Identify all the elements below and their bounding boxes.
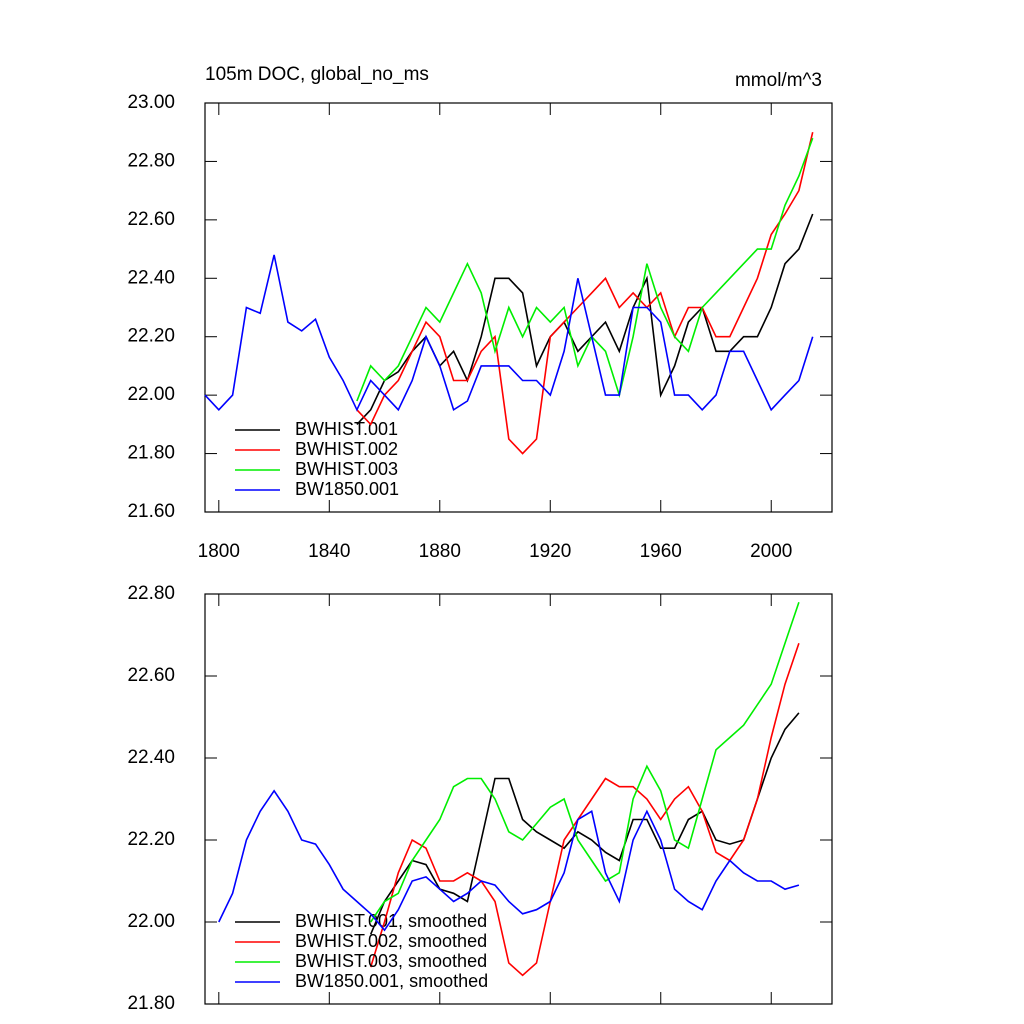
legend-label: BWHIST.003, smoothed	[295, 951, 487, 971]
plot-frame	[204, 102, 833, 513]
series-line	[369, 642, 800, 977]
series-line	[356, 213, 814, 425]
y-tick-label: 21.80	[127, 993, 175, 1014]
plot-frame	[204, 593, 833, 1005]
y-tick-label: 22.00	[127, 911, 175, 932]
y-tick-label: 22.60	[127, 209, 175, 230]
legend-label: BWHIST.003	[295, 459, 398, 479]
x-tick-label: 1880	[419, 541, 461, 562]
y-tick-label: 22.40	[127, 267, 175, 288]
series-line	[218, 789, 800, 932]
legend-label: BWHIST.002, smoothed	[295, 931, 487, 951]
y-tick-label: 23.00	[127, 92, 175, 113]
legend-label: BW1850.001	[295, 479, 399, 499]
series-line	[356, 137, 814, 402]
y-tick-label: 22.20	[127, 326, 175, 347]
y-tick-label: 22.00	[127, 384, 175, 405]
x-tick-label: 1920	[529, 541, 571, 562]
legend-label: BWHIST.001	[295, 419, 398, 439]
y-tick-label: 22.60	[127, 665, 175, 686]
y-tick-label: 22.20	[127, 829, 175, 850]
chart-title: 105m DOC, global_no_ms	[205, 64, 429, 85]
x-tick-label: 1840	[308, 541, 350, 562]
y-tick-label: 22.80	[127, 150, 175, 171]
series-line	[204, 254, 814, 412]
units-label: mmol/m^3	[735, 70, 822, 91]
y-tick-label: 22.40	[127, 747, 175, 768]
x-tick-label: 1800	[198, 541, 240, 562]
series-line	[370, 601, 800, 923]
x-tick-label: 1960	[640, 541, 682, 562]
x-tick-label: 2000	[750, 541, 792, 562]
series-line	[369, 712, 800, 935]
legend-label: BW1850.001, smoothed	[295, 971, 488, 991]
y-tick-label: 22.80	[127, 583, 175, 604]
legend-label: BWHIST.002	[295, 439, 398, 459]
y-tick-label: 21.80	[127, 443, 175, 464]
series-line	[356, 132, 814, 455]
y-tick-label: 21.60	[127, 501, 175, 522]
